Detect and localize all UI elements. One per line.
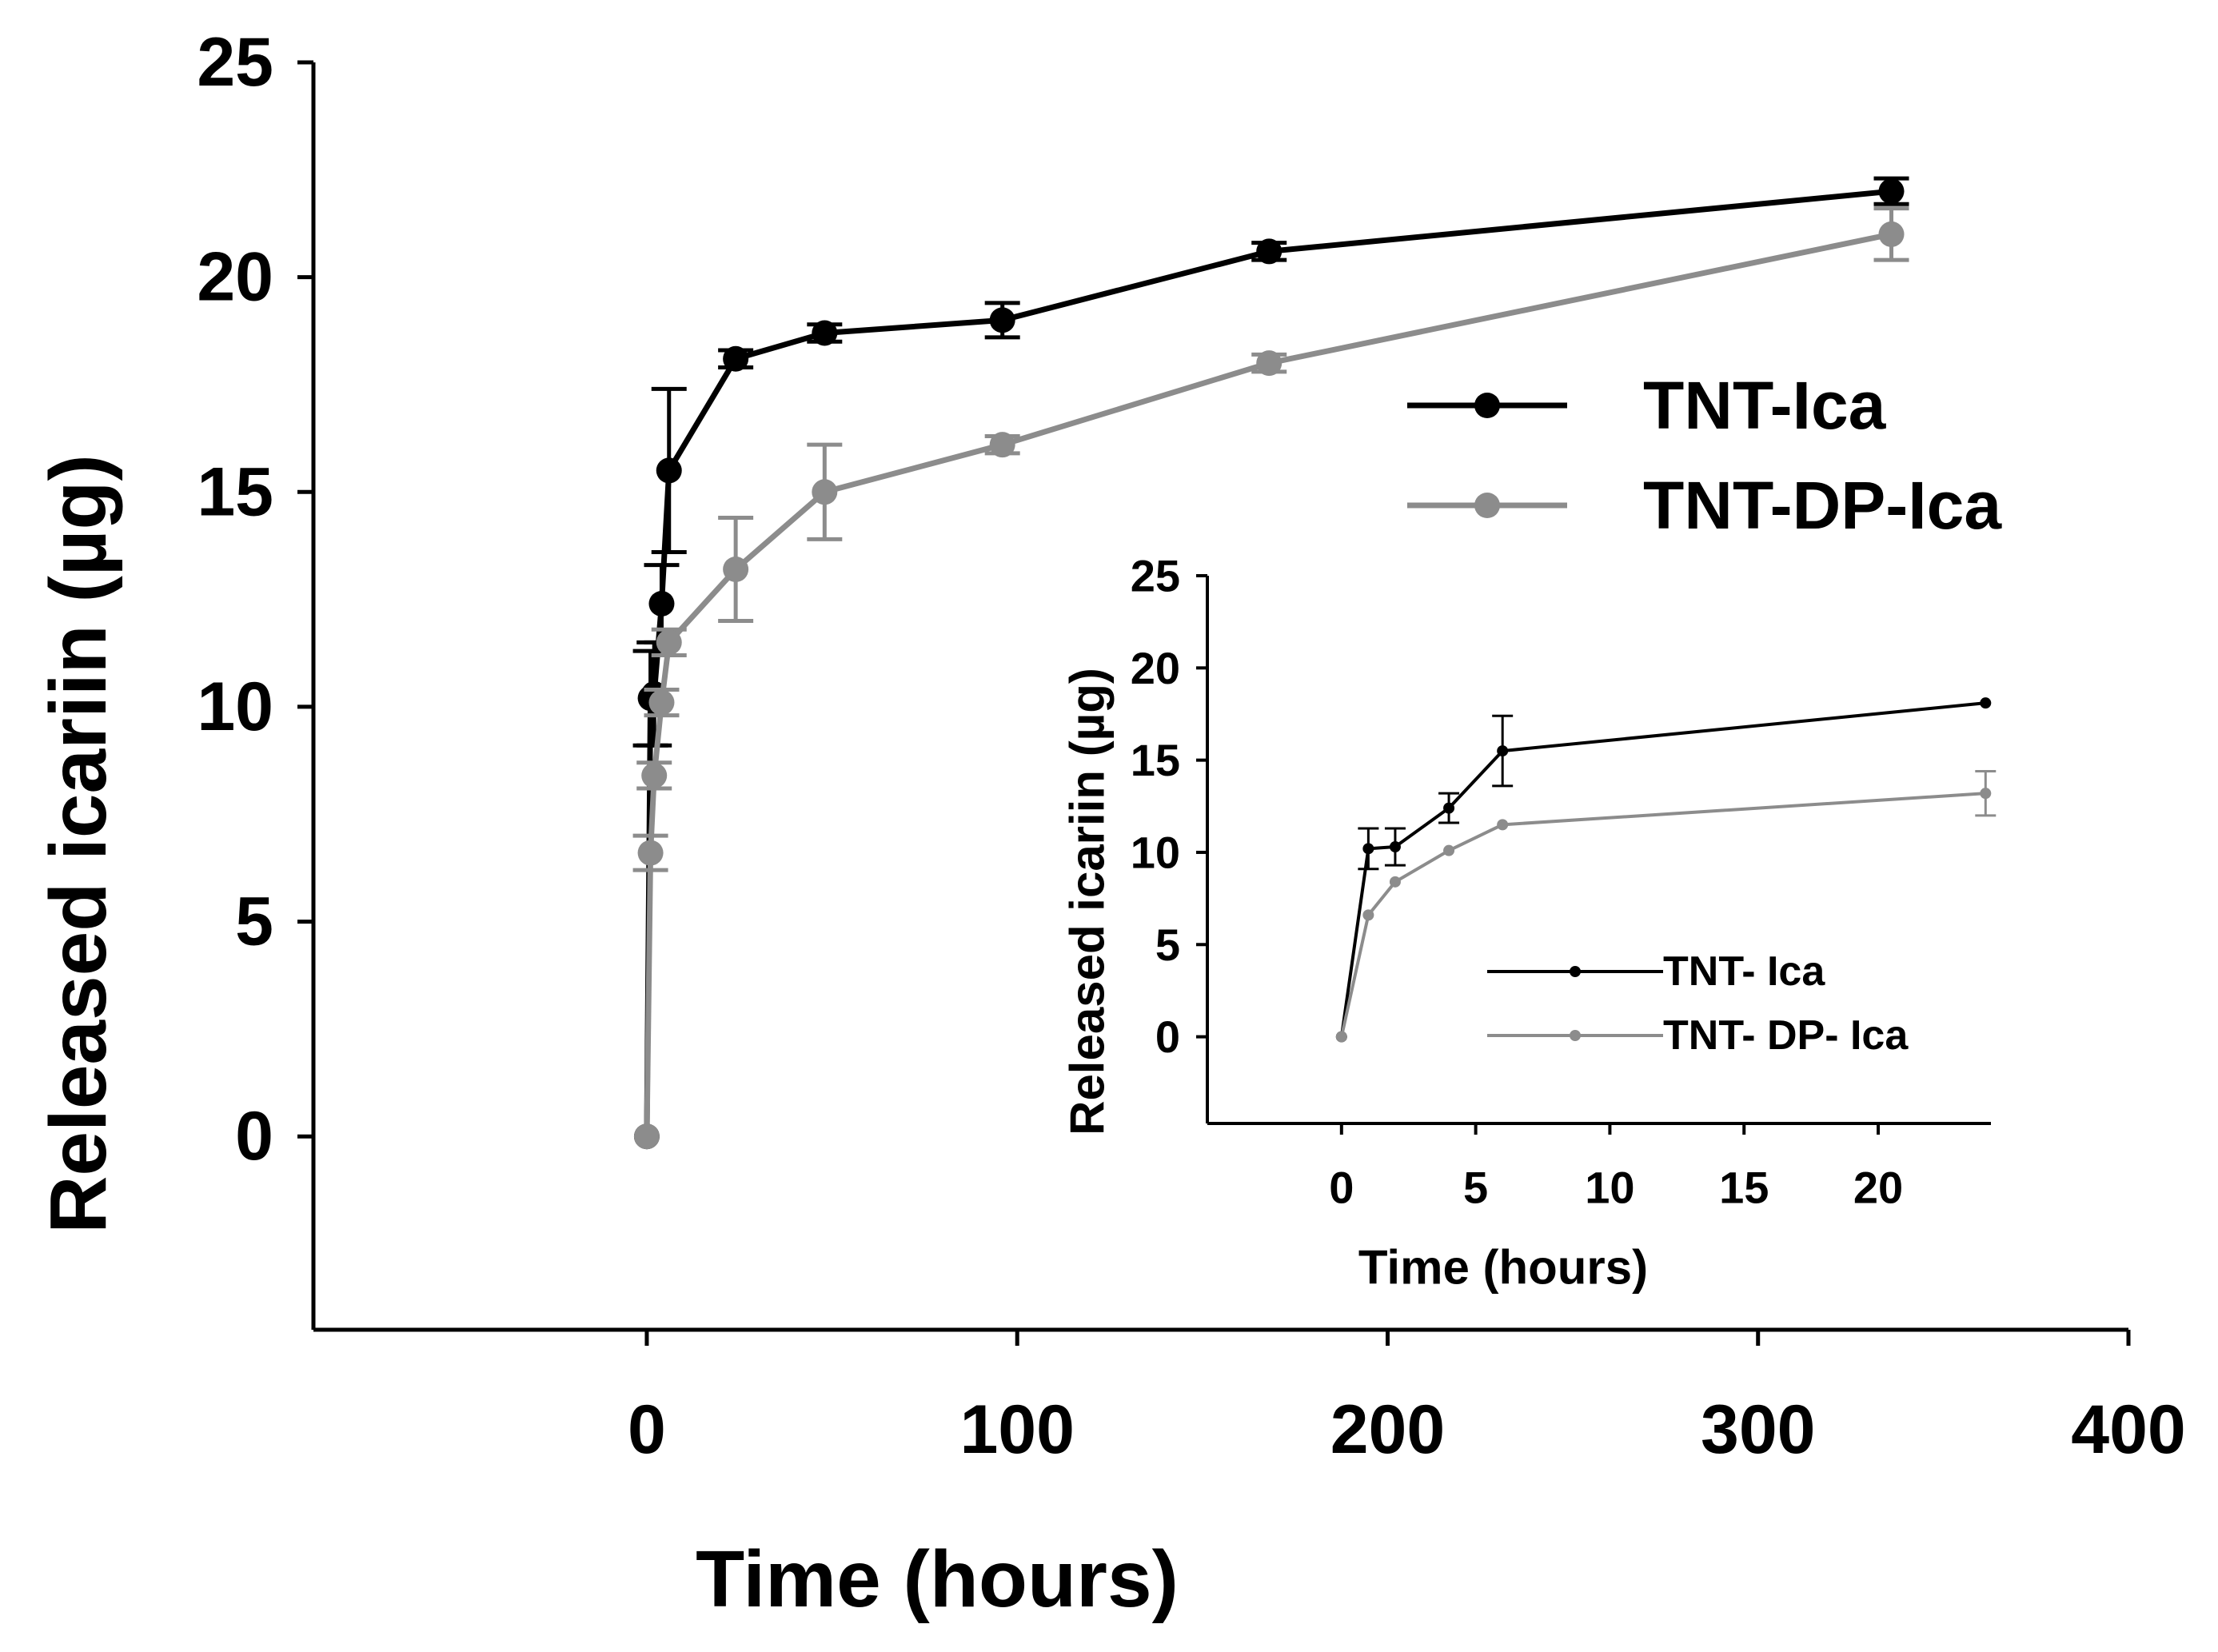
main-data-point: [1256, 238, 1283, 265]
inset-data-point: [1335, 1031, 1347, 1043]
inset-data-point: [1389, 841, 1401, 853]
inset-y-tick-label: 10: [1131, 827, 1180, 877]
main-x-axis-label: Time (hours): [696, 1534, 1179, 1624]
main-data-point: [723, 345, 749, 372]
main-data-point: [648, 689, 675, 716]
main-data-point: [656, 629, 682, 656]
main-data-point: [648, 590, 675, 617]
inset-data-point: [1362, 909, 1374, 921]
main-series-line-1: [644, 231, 1893, 1137]
inset-data-point: [1980, 788, 1992, 800]
main-data-point: [723, 557, 749, 582]
main-x-tick-label: 0: [628, 1391, 666, 1468]
inset-legend-label: TNT- Ica: [1663, 948, 1825, 995]
main-data-point: [641, 762, 668, 788]
inset-series-line-1: [1339, 792, 1986, 1038]
main-data-point: [1878, 221, 1905, 247]
inset-y-axis-label: Released icariin (µg): [1061, 668, 1115, 1135]
main-y-tick-label: 5: [235, 884, 273, 960]
inset-x-tick-label: 10: [1585, 1163, 1634, 1213]
main-data-point: [633, 1123, 660, 1150]
main-y-axis-label: Released icariin (µg): [34, 454, 123, 1234]
inset-y-tick-label: 0: [1155, 1012, 1180, 1062]
main-data-point: [1256, 350, 1283, 377]
main-legend-swatch-marker: [1474, 393, 1500, 418]
inset-data-point: [1443, 844, 1455, 856]
inset-y-tick-label: 5: [1155, 920, 1180, 970]
main-x-tick-label: 300: [1701, 1391, 1816, 1468]
main-legend-label: TNT-DP-Ica: [1643, 468, 2002, 543]
main-y-tick-label: 15: [197, 453, 273, 530]
inset-data-point: [1980, 697, 1992, 709]
inset-x-tick-label: 0: [1329, 1163, 1354, 1213]
main-data-point: [989, 432, 1015, 458]
inset-data-point: [1497, 745, 1509, 757]
main-data-point: [812, 320, 838, 346]
inset-y-tick-label: 25: [1131, 551, 1180, 601]
main-data-point: [656, 457, 682, 484]
main-data-point: [989, 307, 1015, 333]
inset-legend-swatch-marker: [1570, 966, 1581, 977]
main-legend-swatch-marker: [1474, 493, 1500, 518]
inset-y-tick-label: 15: [1131, 735, 1180, 785]
inset-data-point: [1443, 802, 1455, 814]
main-y-tick-label: 10: [197, 668, 273, 745]
main-y-tick-label: 25: [197, 24, 273, 101]
inset-x-tick-label: 20: [1853, 1163, 1903, 1213]
main-x-tick-label: 200: [1330, 1391, 1446, 1468]
inset-x-axis-label: Time (hours): [1358, 1241, 1648, 1295]
inset-legend-swatch-marker: [1570, 1030, 1581, 1041]
main-legend-label: TNT-Ica: [1643, 368, 1887, 443]
inset-data-point: [1362, 843, 1374, 855]
main-data-point: [812, 479, 838, 505]
inset-data-point: [1389, 876, 1401, 888]
inset-plot: 0 5 10 15 20 25 0 5 10 15 20 Time (hours) Released i…: [1061, 551, 1997, 1295]
main-data-point: [637, 840, 664, 866]
inset-x-tick-label: 5: [1463, 1163, 1488, 1213]
main-data-point: [1878, 178, 1905, 205]
main-x-tick-label: 100: [959, 1391, 1075, 1468]
inset-y-tick-label: 20: [1131, 643, 1180, 693]
main-y-tick-label: 0: [235, 1098, 273, 1175]
inset-series-line-0: [1339, 701, 1986, 1037]
main-x-tick-label: 400: [2071, 1391, 2186, 1468]
inset-data-point: [1497, 819, 1509, 831]
inset-legend-label: TNT- DP- Ica: [1663, 1012, 1909, 1059]
main-y-tick-label: 20: [197, 239, 273, 316]
inset-x-tick-label: 15: [1719, 1163, 1769, 1213]
